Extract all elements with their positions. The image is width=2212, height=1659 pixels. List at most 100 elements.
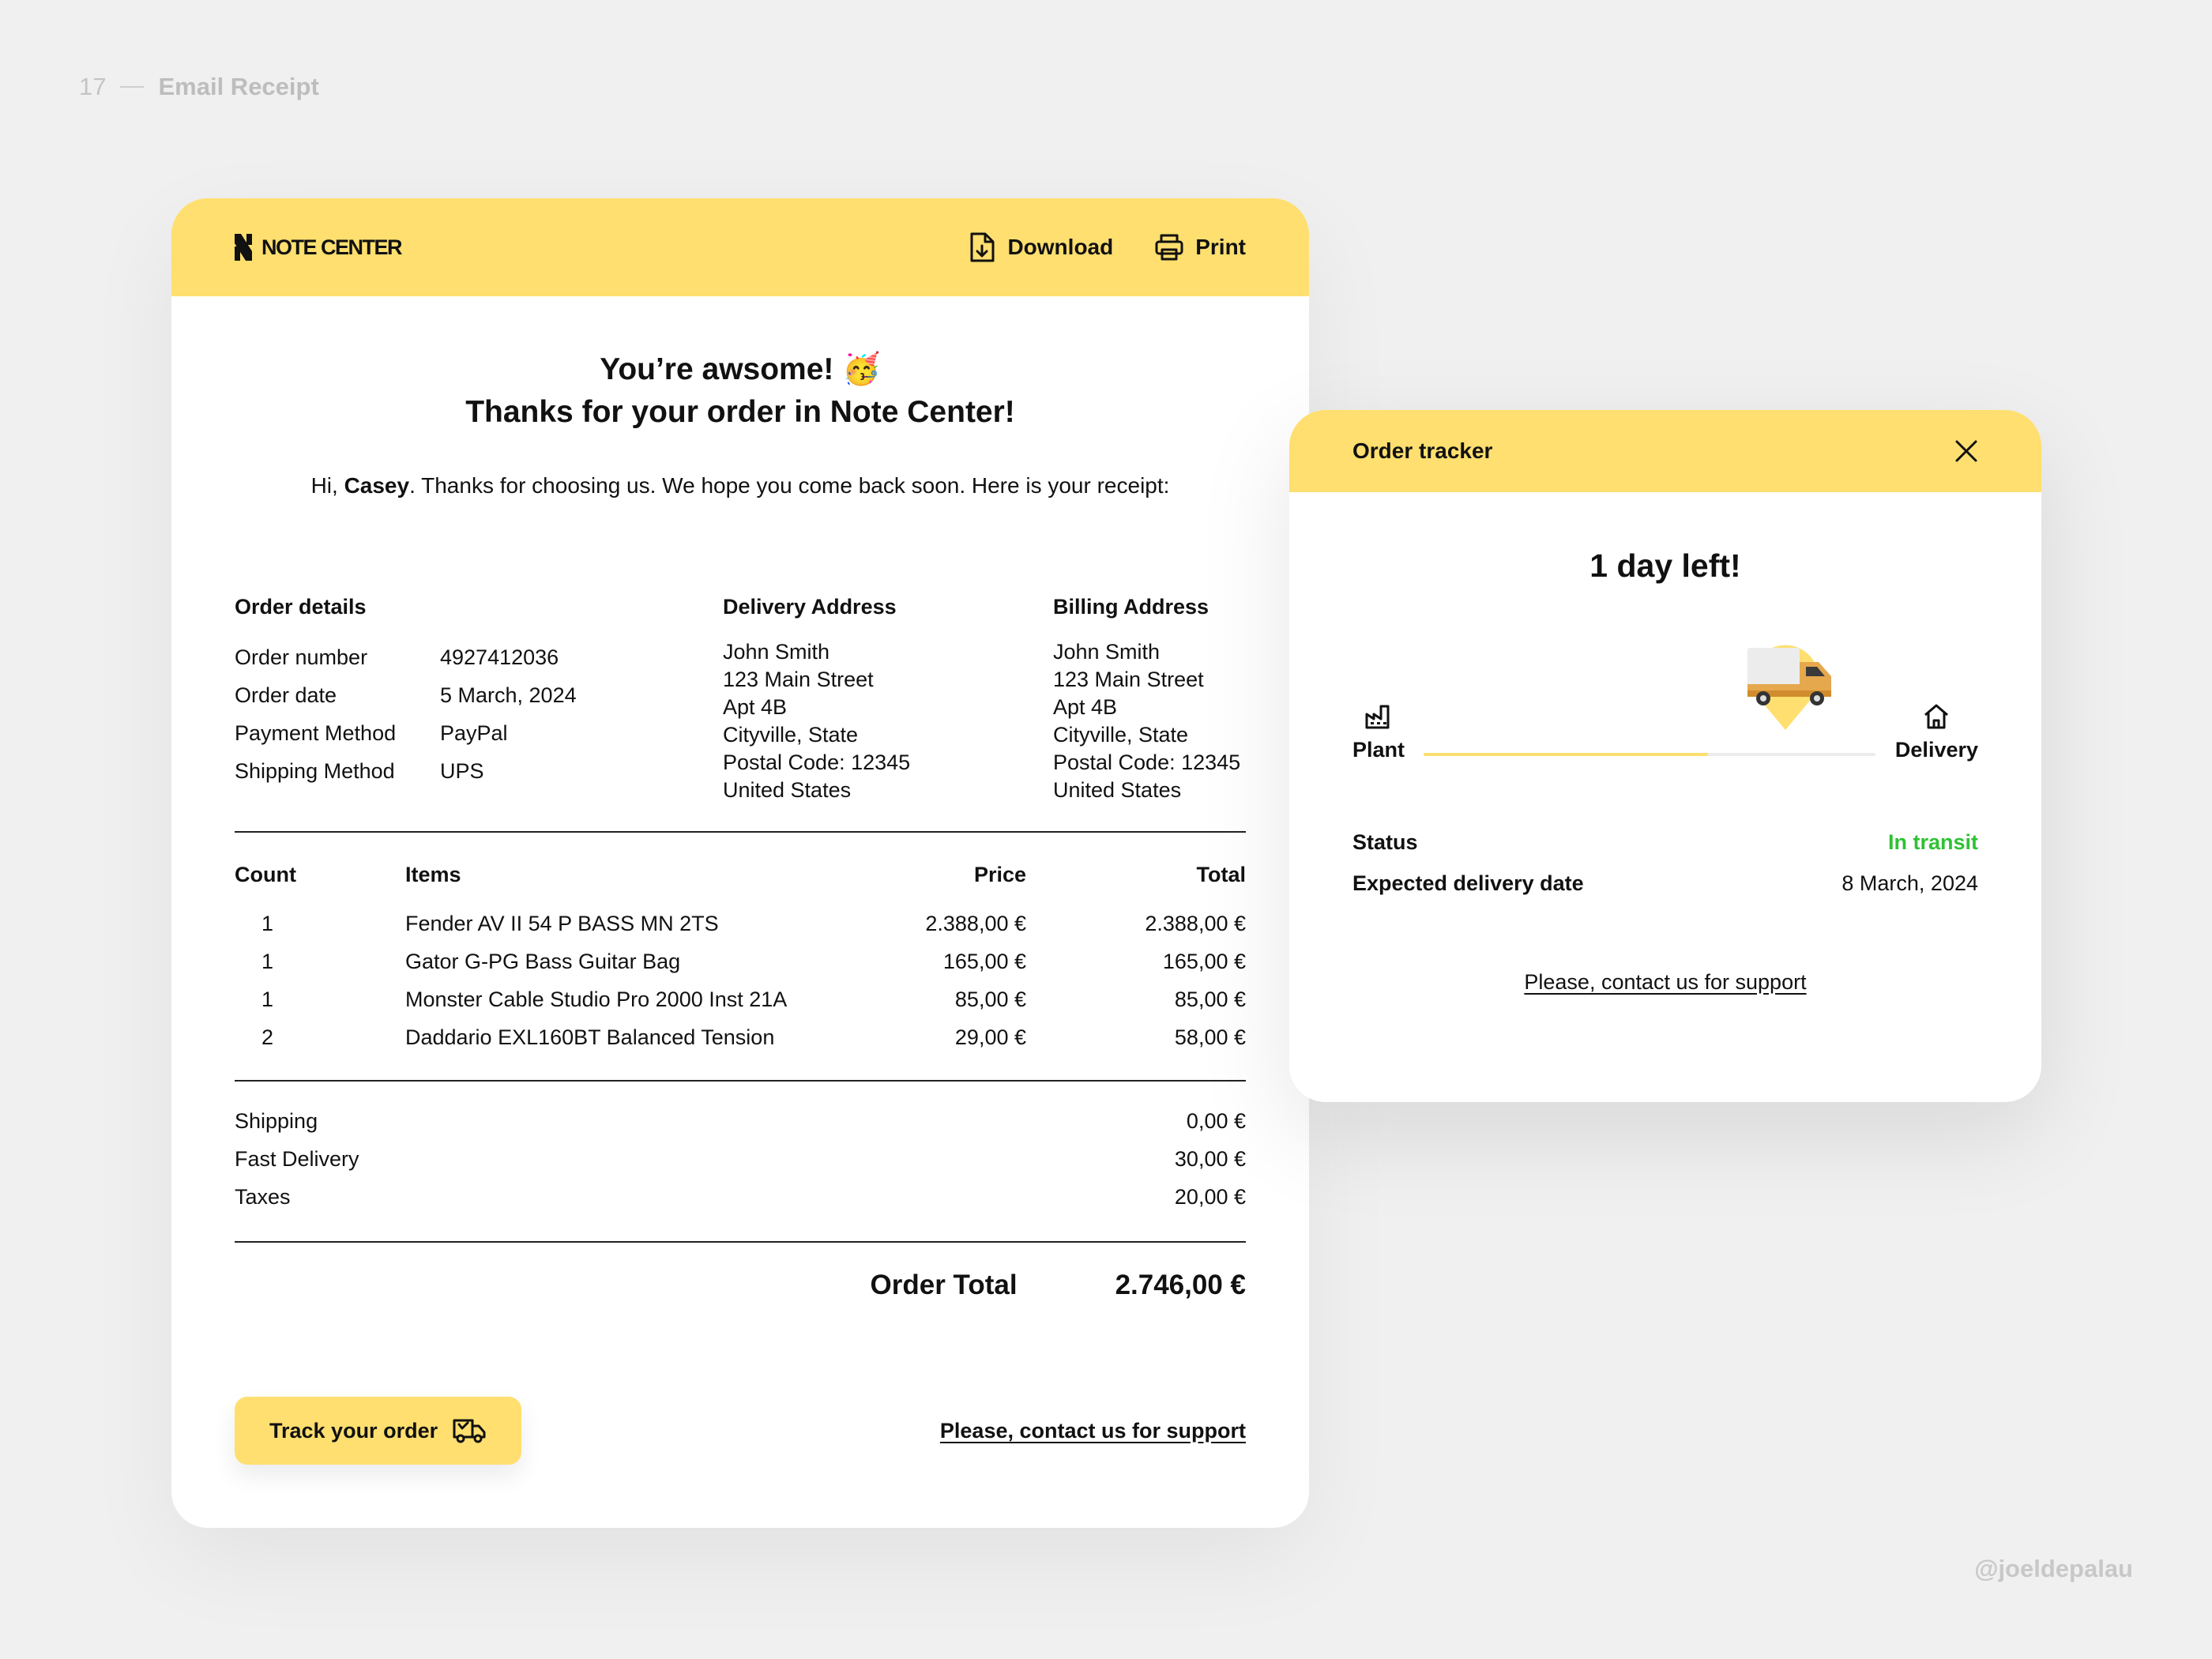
status-label: Status: [1352, 830, 1418, 854]
table-row: 1 Monster Cable Studio Pro 2000 Inst 21A…: [235, 980, 1246, 1018]
fee-label: Taxes: [235, 1184, 291, 1209]
order-details: Order details Order number 4927412036 Ord…: [235, 593, 723, 804]
address-line: United States: [723, 778, 852, 802]
divider: [235, 1241, 1246, 1243]
print-button[interactable]: Print: [1154, 233, 1246, 261]
note-center-logo-icon: [235, 234, 252, 261]
order-detail-label: Payment Method: [235, 720, 397, 745]
fee-label: Fast Delivery: [235, 1146, 359, 1171]
status-badge: In transit: [1887, 830, 1978, 854]
item-count: 1: [261, 987, 274, 1011]
headline-line-1: You’re awsome! 🥳: [600, 352, 881, 386]
greeting-text: Hi, Casey. Thanks for choosing us. We ho…: [235, 473, 1246, 498]
address-line: John Smith: [1053, 640, 1161, 664]
tracker-title: Order tracker: [1352, 438, 1493, 463]
tracker-info: Status In transit Expected delivery date…: [1289, 822, 2041, 904]
item-price: 2.388,00 €: [925, 911, 1026, 935]
receipt-actions: Download Print: [969, 231, 1246, 263]
order-detail-value: PayPal: [440, 720, 508, 745]
expected-delivery-row: Expected delivery date 8 March, 2024: [1352, 863, 1978, 904]
address-line: John Smith: [723, 640, 830, 664]
receipt-body: You’re awsome! 🥳 Thanks for your order i…: [171, 348, 1309, 1328]
table-row: 1 Gator G-PG Bass Guitar Bag 165,00 € 16…: [235, 942, 1246, 980]
address-line: 123 Main Street: [1053, 668, 1204, 691]
col-price-header: Price: [973, 863, 1026, 886]
greeting-suffix: . Thanks for choosing us. We hope you co…: [409, 473, 1170, 498]
receipt-footer: Track your order Please, contact us for …: [235, 1397, 1246, 1465]
order-tracker-card: Order tracker 1 day left! Plant: [1289, 410, 2041, 1102]
order-detail-label: Order number: [235, 645, 368, 669]
receipt-header: NOTE CENTER Download Print: [171, 198, 1309, 296]
address-line: Apt 4B: [1053, 695, 1118, 719]
item-count: 2: [261, 1025, 274, 1049]
address-line: 123 Main Street: [723, 668, 874, 691]
delivery-route: Plant Delivery: [1289, 632, 2041, 790]
file-download-icon: [970, 232, 995, 262]
item-price: 165,00 €: [942, 949, 1026, 973]
fee-label: Shipping: [235, 1108, 318, 1133]
address-line: Apt 4B: [723, 695, 788, 719]
brand-name: NOTE CENTER: [261, 235, 403, 259]
address-line: United States: [1053, 778, 1182, 802]
order-detail-row: Order date 5 March, 2024: [235, 676, 723, 714]
item-name: Daddario EXL160BT Balanced Tension: [405, 1025, 775, 1049]
slide-number: 17: [79, 73, 107, 100]
item-count: 1: [261, 911, 274, 935]
item-name: Gator G-PG Bass Guitar Bag: [405, 949, 681, 973]
destination-label: Delivery: [1894, 738, 1978, 762]
order-detail-value: UPS: [440, 758, 484, 783]
order-total: Order Total 2.746,00 €: [235, 1243, 1246, 1328]
address-line: Cityville, State: [723, 723, 859, 747]
customer-name: Casey: [344, 473, 410, 498]
order-detail-label: Shipping Method: [235, 758, 395, 783]
fee-row: Shipping 0,00 €: [235, 1102, 1246, 1140]
track-order-button[interactable]: Track your order: [235, 1397, 522, 1465]
divider: [235, 831, 1246, 833]
col-total-header: Total: [1196, 863, 1247, 886]
table-row: 1 Fender AV II 54 P BASS MN 2TS 2.388,00…: [235, 905, 1246, 942]
brand-logo[interactable]: NOTE CENTER: [235, 234, 403, 261]
status-row: Status In transit: [1352, 822, 1978, 863]
expected-delivery-label: Expected delivery date: [1352, 871, 1584, 895]
fee-value: 0,00 €: [1186, 1108, 1246, 1133]
fee-row: Taxes 20,00 €: [235, 1178, 1246, 1216]
item-total: 58,00 €: [1174, 1025, 1246, 1049]
billing-address-title: Billing Address: [1053, 595, 1209, 619]
address-line: Postal Code: 12345: [723, 750, 911, 774]
item-total: 165,00 €: [1162, 949, 1246, 973]
download-label: Download: [1007, 235, 1114, 259]
slide-label: 17 Email Receipt: [79, 73, 319, 101]
slide-label-divider: [120, 86, 145, 88]
progress-track: [1424, 753, 1875, 756]
expected-delivery-value: 8 March, 2024: [1841, 871, 1978, 895]
support-link[interactable]: Please, contact us for support: [939, 1418, 1246, 1443]
author-credit: @joeldepalau: [1974, 1555, 2133, 1582]
order-details-title: Order details: [235, 595, 367, 619]
order-total-label: Order Total: [870, 1270, 1018, 1300]
tracker-support-link[interactable]: Please, contact us for support: [1524, 970, 1807, 994]
item-total: 85,00 €: [1174, 987, 1246, 1011]
delivery-address-title: Delivery Address: [723, 595, 897, 619]
days-left-heading: 1 day left!: [1589, 547, 1741, 584]
order-detail-label: Order date: [235, 683, 337, 707]
download-button[interactable]: Download: [969, 231, 1113, 263]
delivery-truck-icon: [453, 1419, 486, 1443]
fees-section: Shipping 0,00 € Fast Delivery 30,00 € Taxe…: [235, 1102, 1246, 1216]
item-price: 85,00 €: [954, 987, 1026, 1011]
fee-row: Fast Delivery 30,00 €: [235, 1140, 1246, 1178]
fee-value: 30,00 €: [1174, 1146, 1246, 1171]
order-total-value: 2.746,00 €: [1115, 1270, 1246, 1300]
origin-label: Plant: [1352, 738, 1405, 762]
divider: [235, 1080, 1246, 1082]
factory-icon: [1365, 705, 1390, 729]
table-row: 2 Daddario EXL160BT Balanced Tension 29,…: [235, 1018, 1246, 1056]
item-count: 1: [261, 949, 274, 973]
greeting-prefix: Hi,: [310, 473, 344, 498]
close-button[interactable]: [1954, 439, 1978, 463]
col-count-header: Count: [235, 863, 296, 886]
headline-line-2: Thanks for your order in Note Center!: [465, 395, 1015, 429]
item-price: 29,00 €: [954, 1025, 1026, 1049]
address-line: Cityville, State: [1053, 723, 1189, 747]
slide-name: Email Receipt: [158, 73, 319, 100]
email-receipt-card: NOTE CENTER Download Print: [171, 198, 1309, 1528]
